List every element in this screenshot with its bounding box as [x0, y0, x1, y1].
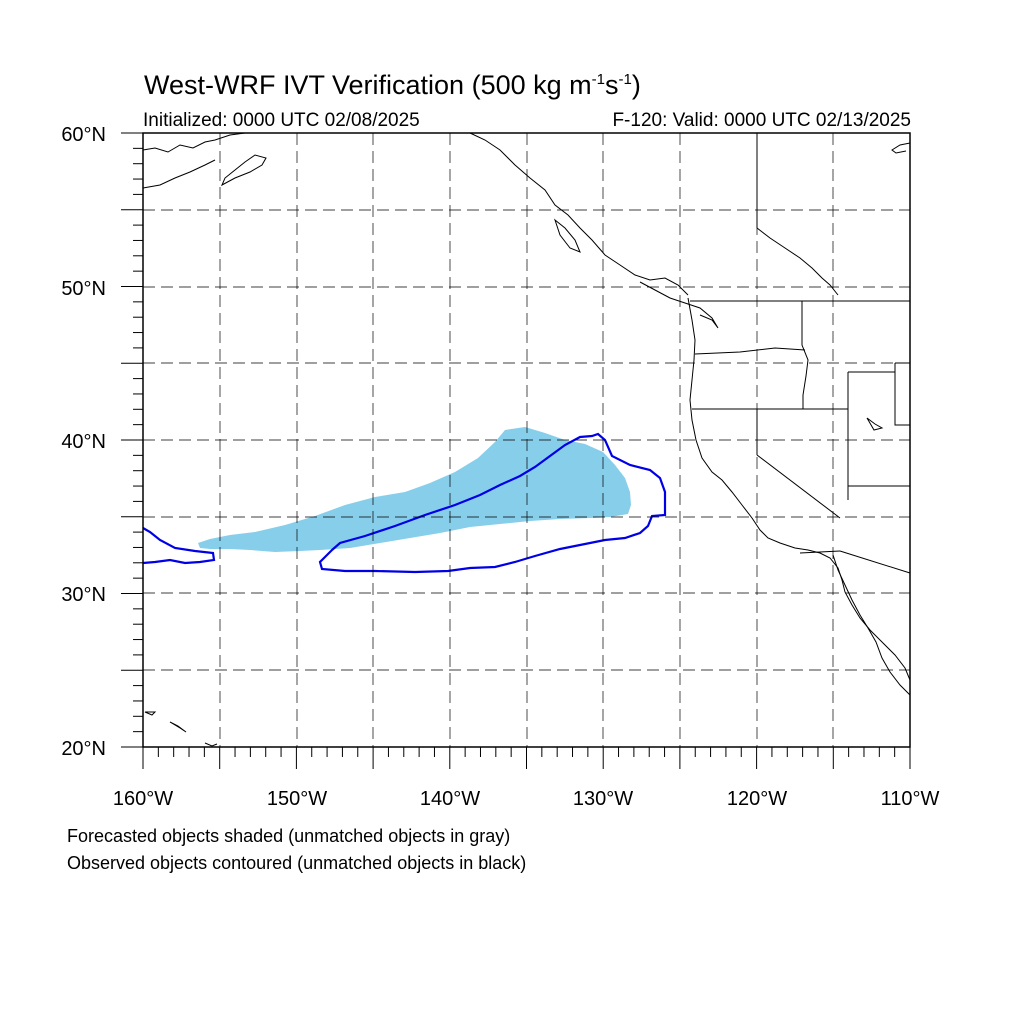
coastlines: [142, 132, 911, 747]
lon-label-110w: 110°W: [881, 788, 940, 810]
lon-label-150w: 150°W: [267, 788, 327, 810]
forecast-note: Forecasted objects shaded (unmatched obj…: [67, 826, 511, 846]
lat-label-20: 20°N: [61, 738, 106, 760]
valid-time: F-120: Valid: 0000 UTC 02/13/2025: [612, 110, 911, 131]
lat-label-30: 30°N: [61, 584, 106, 606]
lat-label-60: 60°N: [61, 124, 106, 146]
lon-label-140w: 140°W: [420, 788, 480, 810]
gridlines: [143, 133, 910, 747]
chart-title: West-WRF IVT Verification (500 kg m-1s-1…: [144, 70, 641, 100]
lat-label-40: 40°N: [61, 431, 106, 453]
observed-note: Observed objects contoured (unmatched ob…: [67, 853, 527, 873]
observed-object-contour: [318, 432, 667, 574]
lon-label-160w: 160°W: [113, 788, 173, 810]
latitude-labels: 60°N 50°N 40°N 30°N 20°N: [61, 124, 106, 760]
lat-label-50: 50°N: [61, 278, 106, 300]
political-boundaries: [690, 133, 911, 574]
initialized-time: Initialized: 0000 UTC 02/08/2025: [143, 110, 420, 131]
forecast-object: [198, 427, 631, 552]
lon-label-130w: 130°W: [573, 788, 633, 810]
observed-object-contour-west: [142, 527, 216, 565]
lon-label-120w: 120°W: [727, 788, 787, 810]
axis-ticks: [121, 132, 911, 769]
longitude-labels: 160°W 150°W 140°W 130°W 120°W 110°W: [113, 788, 940, 810]
